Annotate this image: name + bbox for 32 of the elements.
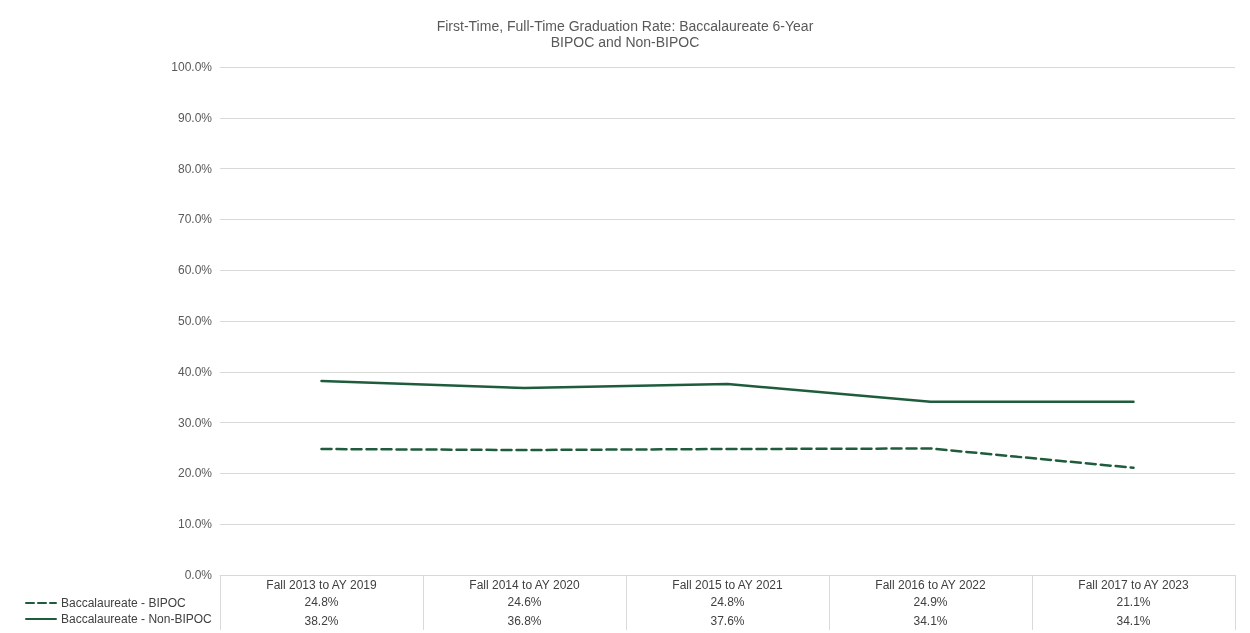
x-tick-label: Fall 2016 to AY 2022	[875, 578, 986, 592]
legend-label: Baccalaureate - BIPOC	[61, 596, 187, 610]
x-tick-label: Fall 2013 to AY 2019	[266, 578, 377, 592]
line-series	[320, 379, 1135, 404]
data-label: 38.2%	[304, 614, 339, 628]
data-label: 24.8%	[710, 595, 745, 609]
y-tick-label: 20.0%	[177, 466, 213, 481]
data-label: 24.6%	[507, 595, 542, 609]
y-tick-label: 50.0%	[177, 314, 213, 328]
y-tick-label: 10.0%	[177, 517, 213, 532]
y-tick-label: 80.0%	[177, 161, 213, 176]
y-tick-label: 70.0%	[177, 212, 213, 227]
chart-subtitle: BIPOC and Non-BIPOC	[550, 34, 700, 50]
data-label: 24.9%	[913, 595, 948, 609]
y-tick-label: 0.0%	[184, 568, 213, 582]
data-label: 37.6%	[710, 614, 745, 628]
chart-title: First-Time, Full-Time Graduation Rate: Baccalaureate 6-Year	[436, 18, 814, 34]
data-label: 36.8%	[507, 614, 542, 628]
y-tick-label: 100.0%	[171, 60, 213, 74]
legend-label: Baccalaureate - Non-BIPOC	[61, 612, 213, 626]
x-tick-label: Fall 2015 to AY 2021	[672, 578, 783, 592]
data-label: 34.1%	[1116, 614, 1151, 628]
x-tick-label: Fall 2017 to AY 2023	[1078, 578, 1189, 592]
x-tick-label: Fall 2014 to AY 2020	[469, 578, 580, 592]
y-tick-label: 60.0%	[177, 263, 213, 278]
line-series	[320, 447, 1135, 470]
y-tick-label: 40.0%	[177, 364, 213, 379]
y-tick-label: 30.0%	[177, 415, 213, 430]
data-label: 24.8%	[304, 595, 339, 609]
y-tick-label: 90.0%	[177, 110, 213, 125]
data-label: 34.1%	[913, 614, 948, 628]
data-label: 21.1%	[1116, 595, 1151, 609]
